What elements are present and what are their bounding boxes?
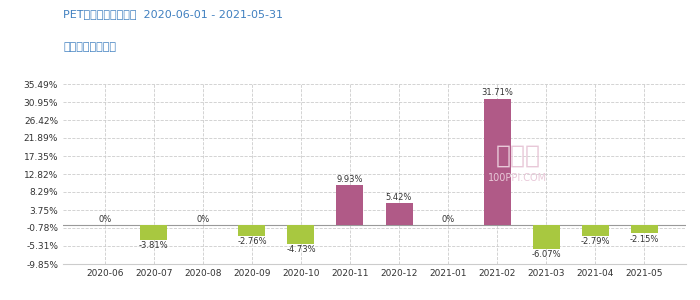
Text: 用途级别：水瓶级: 用途级别：水瓶级 bbox=[63, 42, 116, 52]
Text: -2.79%: -2.79% bbox=[580, 237, 610, 246]
Text: -2.76%: -2.76% bbox=[237, 237, 267, 246]
Text: -2.15%: -2.15% bbox=[629, 235, 659, 244]
Text: 生意社: 生意社 bbox=[496, 144, 540, 168]
Text: 100PPI.COM: 100PPI.COM bbox=[488, 172, 547, 183]
Text: 5.42%: 5.42% bbox=[386, 193, 412, 202]
Bar bbox=[484, 99, 510, 225]
Text: -4.73%: -4.73% bbox=[286, 245, 316, 254]
Bar bbox=[582, 225, 608, 236]
Text: PET华东生产价月柱图  2020-06-01 - 2021-05-31: PET华东生产价月柱图 2020-06-01 - 2021-05-31 bbox=[63, 9, 283, 19]
Text: 0%: 0% bbox=[98, 215, 111, 224]
Bar bbox=[337, 185, 363, 225]
Text: 0%: 0% bbox=[196, 215, 209, 224]
Text: 9.93%: 9.93% bbox=[337, 175, 363, 184]
Bar bbox=[386, 203, 412, 225]
Text: -3.81%: -3.81% bbox=[139, 242, 169, 250]
Bar bbox=[239, 225, 265, 236]
Text: -6.07%: -6.07% bbox=[531, 250, 561, 260]
Bar bbox=[288, 225, 314, 244]
Bar bbox=[141, 225, 167, 240]
Text: 0%: 0% bbox=[442, 215, 455, 224]
Text: 31.71%: 31.71% bbox=[481, 88, 513, 98]
Bar bbox=[533, 225, 559, 249]
Bar bbox=[631, 225, 658, 233]
